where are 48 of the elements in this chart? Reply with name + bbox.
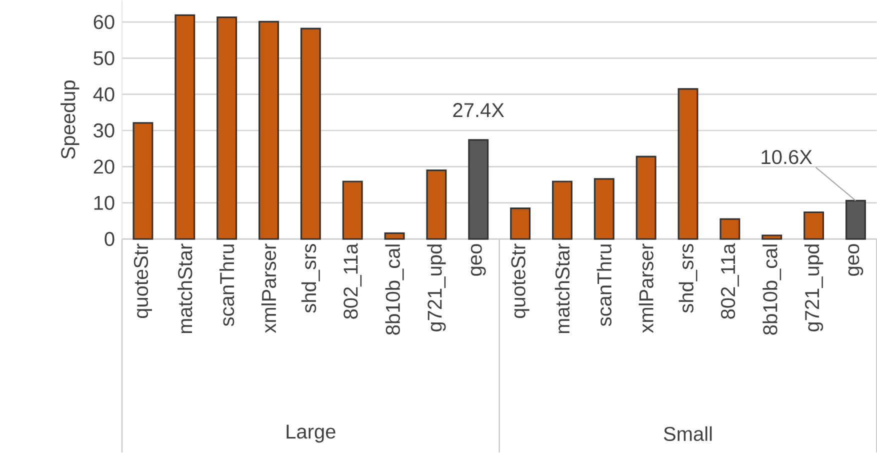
bar bbox=[762, 234, 782, 240]
y-tick-label: 10 bbox=[94, 196, 114, 210]
bar bbox=[174, 14, 196, 240]
text: Small bbox=[664, 426, 712, 442]
x-tick-label: shd_srs bbox=[301, 244, 320, 313]
bar bbox=[678, 88, 698, 240]
x-tick-label: xmlParser bbox=[261, 244, 276, 334]
bar bbox=[468, 139, 489, 240]
x-tick-label: geo bbox=[470, 244, 486, 276]
bar bbox=[300, 28, 321, 240]
y-tick-label: 60 bbox=[94, 14, 114, 30]
x-tick-label: xmlParser bbox=[638, 244, 654, 334]
x-tick-label: g721_upd bbox=[804, 244, 824, 332]
x-tick-label: matchStar bbox=[178, 244, 192, 334]
y-tick-label: 50 bbox=[94, 51, 114, 66]
x-tick-label: 8b10b_cal bbox=[762, 244, 782, 335]
data-label: 10.6X bbox=[762, 150, 812, 164]
bar bbox=[636, 156, 656, 240]
x-tick-label: g721_upd bbox=[427, 244, 446, 332]
x-tick-label: matchStar bbox=[554, 244, 570, 334]
bar bbox=[132, 122, 154, 240]
x-tick-label: scanThru bbox=[596, 244, 612, 326]
bar bbox=[720, 218, 740, 240]
bar bbox=[258, 20, 279, 240]
bar bbox=[804, 211, 824, 240]
text: Large bbox=[286, 424, 336, 443]
data-label: 27.4X bbox=[453, 103, 504, 117]
x-tick-label: scanThru bbox=[219, 244, 234, 326]
bar bbox=[552, 180, 572, 240]
x-tick-label: 802_11a bbox=[344, 243, 362, 319]
bar bbox=[216, 16, 238, 240]
bar bbox=[845, 200, 866, 240]
y-tick-label: 20 bbox=[94, 160, 114, 174]
x-tick-label: quoteStr bbox=[134, 244, 152, 318]
x-tick-label: shd_srs bbox=[678, 244, 698, 313]
x-tick-label: 802_11a bbox=[720, 243, 739, 319]
bar bbox=[426, 169, 447, 240]
x-tick-label: 8b10b_cal bbox=[385, 244, 404, 335]
y-tick-label: 0 bbox=[104, 232, 114, 246]
y-axis-title: Speedup bbox=[60, 80, 80, 159]
y-tick-label: 40 bbox=[93, 87, 114, 102]
x-tick-label: geo bbox=[848, 244, 864, 276]
y-tick-label: 30 bbox=[94, 123, 114, 138]
bar bbox=[342, 180, 363, 240]
bar bbox=[594, 178, 614, 240]
bar bbox=[510, 207, 531, 240]
bar bbox=[384, 232, 405, 240]
x-tick-label: quoteStr bbox=[511, 244, 530, 318]
